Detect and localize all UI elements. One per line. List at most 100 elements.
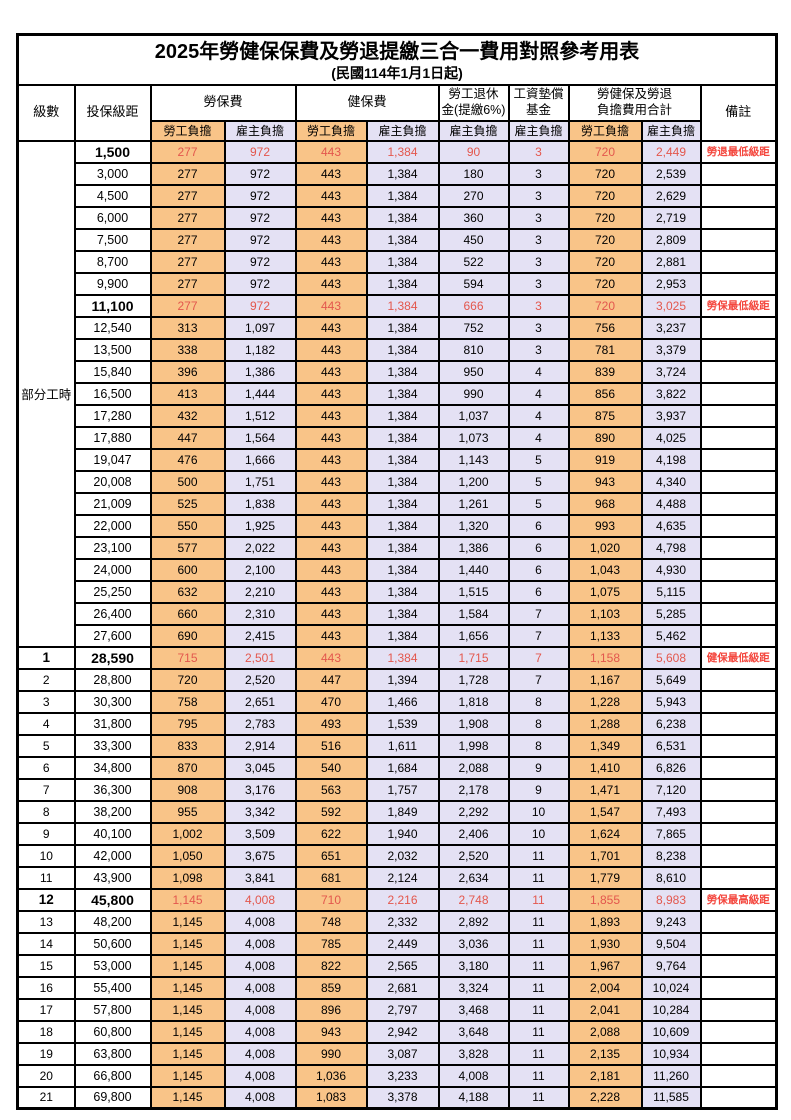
cell-value: 3,509 <box>223 821 297 846</box>
cell-value: 1,182 <box>223 337 297 362</box>
cell-value: 2,520 <box>437 843 510 868</box>
cell-remark <box>699 337 778 362</box>
cell-value: 720 <box>567 271 643 296</box>
cell-remark: 勞退最低級距 <box>699 139 778 164</box>
cell-remark <box>699 689 778 714</box>
cell-value: 1,624 <box>567 821 643 846</box>
cell-value: 5,285 <box>640 601 702 626</box>
cell-value: 1,145 <box>149 1041 226 1066</box>
cell-remark <box>699 799 778 824</box>
table-row: 20,008 500 1,751 443 1,384 1,200 5 943 4,340 <box>18 469 778 494</box>
cell-level: 19 <box>16 1041 76 1066</box>
cell-value: 632 <box>149 579 226 604</box>
cell-value: 3,822 <box>640 381 702 406</box>
cell-value: 5,608 <box>640 645 702 670</box>
cell-value: 4,008 <box>223 887 297 912</box>
cell-value: 9,243 <box>640 909 702 934</box>
table-row: 9 40,100 1,002 3,509 622 1,940 2,406 10 1,624 7,8… <box>16 821 778 846</box>
cell-bracket: 43,900 <box>73 865 152 890</box>
cell-value: 9,504 <box>640 931 702 956</box>
cell-level: 18 <box>16 1019 76 1044</box>
cell-remark <box>699 249 778 274</box>
cell-value: 720 <box>149 667 226 692</box>
cell-value: 4 <box>507 359 570 384</box>
cell-value: 1,384 <box>365 271 440 296</box>
cell-value: 4,008 <box>223 909 297 934</box>
table-row: 21,009 525 1,838 443 1,384 1,261 5 968 4,488 <box>18 491 778 516</box>
cell-value: 476 <box>149 447 226 472</box>
cell-value: 443 <box>294 491 368 516</box>
cell-value: 1,167 <box>567 667 643 692</box>
table-row: 21 69,800 1,145 4,008 1,083 3,378 4,188 11 2,228… <box>16 1085 778 1110</box>
cell-value: 2,210 <box>223 579 297 604</box>
cell-value: 2,088 <box>437 755 510 780</box>
cell-value: 443 <box>294 271 368 296</box>
cell-bracket: 66,800 <box>73 1063 152 1088</box>
cell-value: 4,008 <box>223 1085 297 1110</box>
col-header-wage-fund: 工資墊償 基金 <box>507 83 570 122</box>
cell-value: 7,493 <box>640 799 702 824</box>
cell-value: 720 <box>567 183 643 208</box>
table-row: 13,500 338 1,182 443 1,384 810 3 781 3,379 <box>18 337 778 362</box>
cell-value: 1,103 <box>567 601 643 626</box>
cell-bracket: 69,800 <box>73 1085 152 1110</box>
cell-value: 2,809 <box>640 227 702 252</box>
subheader-health-employee: 勞工負擔 <box>294 119 368 142</box>
cell-value: 5,115 <box>640 579 702 604</box>
cell-bracket: 50,600 <box>73 931 152 956</box>
cell-level: 9 <box>16 821 76 846</box>
cell-value: 443 <box>294 403 368 428</box>
cell-value: 443 <box>294 513 368 538</box>
cell-value: 10,609 <box>640 1019 702 1044</box>
cell-value: 1,925 <box>223 513 297 538</box>
page-subtitle: (民國114年1月1日起) <box>331 64 463 81</box>
cell-bracket: 3,000 <box>73 161 152 186</box>
cell-value: 3,378 <box>365 1085 440 1110</box>
cell-remark <box>699 953 778 978</box>
table-row: 25,250 632 2,210 443 1,384 1,515 6 1,075 5,115 <box>18 579 778 604</box>
cell-value: 3,937 <box>640 403 702 428</box>
cell-value: 2,942 <box>365 1019 440 1044</box>
cell-value: 270 <box>437 183 510 208</box>
cell-value: 3,324 <box>437 975 510 1000</box>
cell-value: 622 <box>294 821 368 846</box>
cell-remark <box>699 161 778 186</box>
title-row: 2025年勞健保保費及勞退提繳三合一費用對照參考用表 (民國114年1月1日起) <box>16 33 778 86</box>
cell-value: 943 <box>294 1019 368 1044</box>
cell-value: 3,087 <box>365 1041 440 1066</box>
cell-remark <box>699 535 778 560</box>
table-row: 17 57,800 1,145 4,008 896 2,797 3,468 11 2,041 10… <box>16 997 778 1022</box>
table-row: 11 43,900 1,098 3,841 681 2,124 2,634 11 1,779 8,… <box>16 865 778 890</box>
cell-value: 715 <box>149 645 226 670</box>
cell-value: 2,892 <box>437 909 510 934</box>
cell-value: 10,284 <box>640 997 702 1022</box>
cell-level: 21 <box>16 1085 76 1110</box>
cell-bracket: 21,009 <box>73 491 152 516</box>
cell-value: 277 <box>149 271 226 296</box>
subheader-total-employee: 勞工負擔 <box>567 119 643 142</box>
cell-remark <box>699 271 778 296</box>
cell-remark <box>699 469 778 494</box>
cell-value: 2,332 <box>365 909 440 934</box>
table-row: 19,047 476 1,666 443 1,384 1,143 5 919 4,198 <box>18 447 778 472</box>
cell-value: 856 <box>567 381 643 406</box>
cell-remark <box>699 205 778 230</box>
cell-value: 822 <box>294 953 368 978</box>
cell-value: 3 <box>507 227 570 252</box>
cell-value: 2,565 <box>365 953 440 978</box>
cell-value: 277 <box>149 161 226 186</box>
cell-value: 919 <box>567 447 643 472</box>
table-row: 5 33,300 833 2,914 516 1,611 1,998 8 1,349 6,531 <box>16 733 778 758</box>
cell-remark <box>699 425 778 450</box>
cell-value: 1,728 <box>437 667 510 692</box>
cell-value: 1,261 <box>437 491 510 516</box>
cell-value: 7 <box>507 601 570 626</box>
cell-value: 277 <box>149 205 226 230</box>
cell-value: 2,748 <box>437 887 510 912</box>
cell-value: 720 <box>567 227 643 252</box>
cell-remark <box>699 931 778 956</box>
table-row: 16,500 413 1,444 443 1,384 990 4 856 3,822 <box>18 381 778 406</box>
cell-value: 396 <box>149 359 226 384</box>
cell-value: 972 <box>223 161 297 186</box>
cell-value: 950 <box>437 359 510 384</box>
